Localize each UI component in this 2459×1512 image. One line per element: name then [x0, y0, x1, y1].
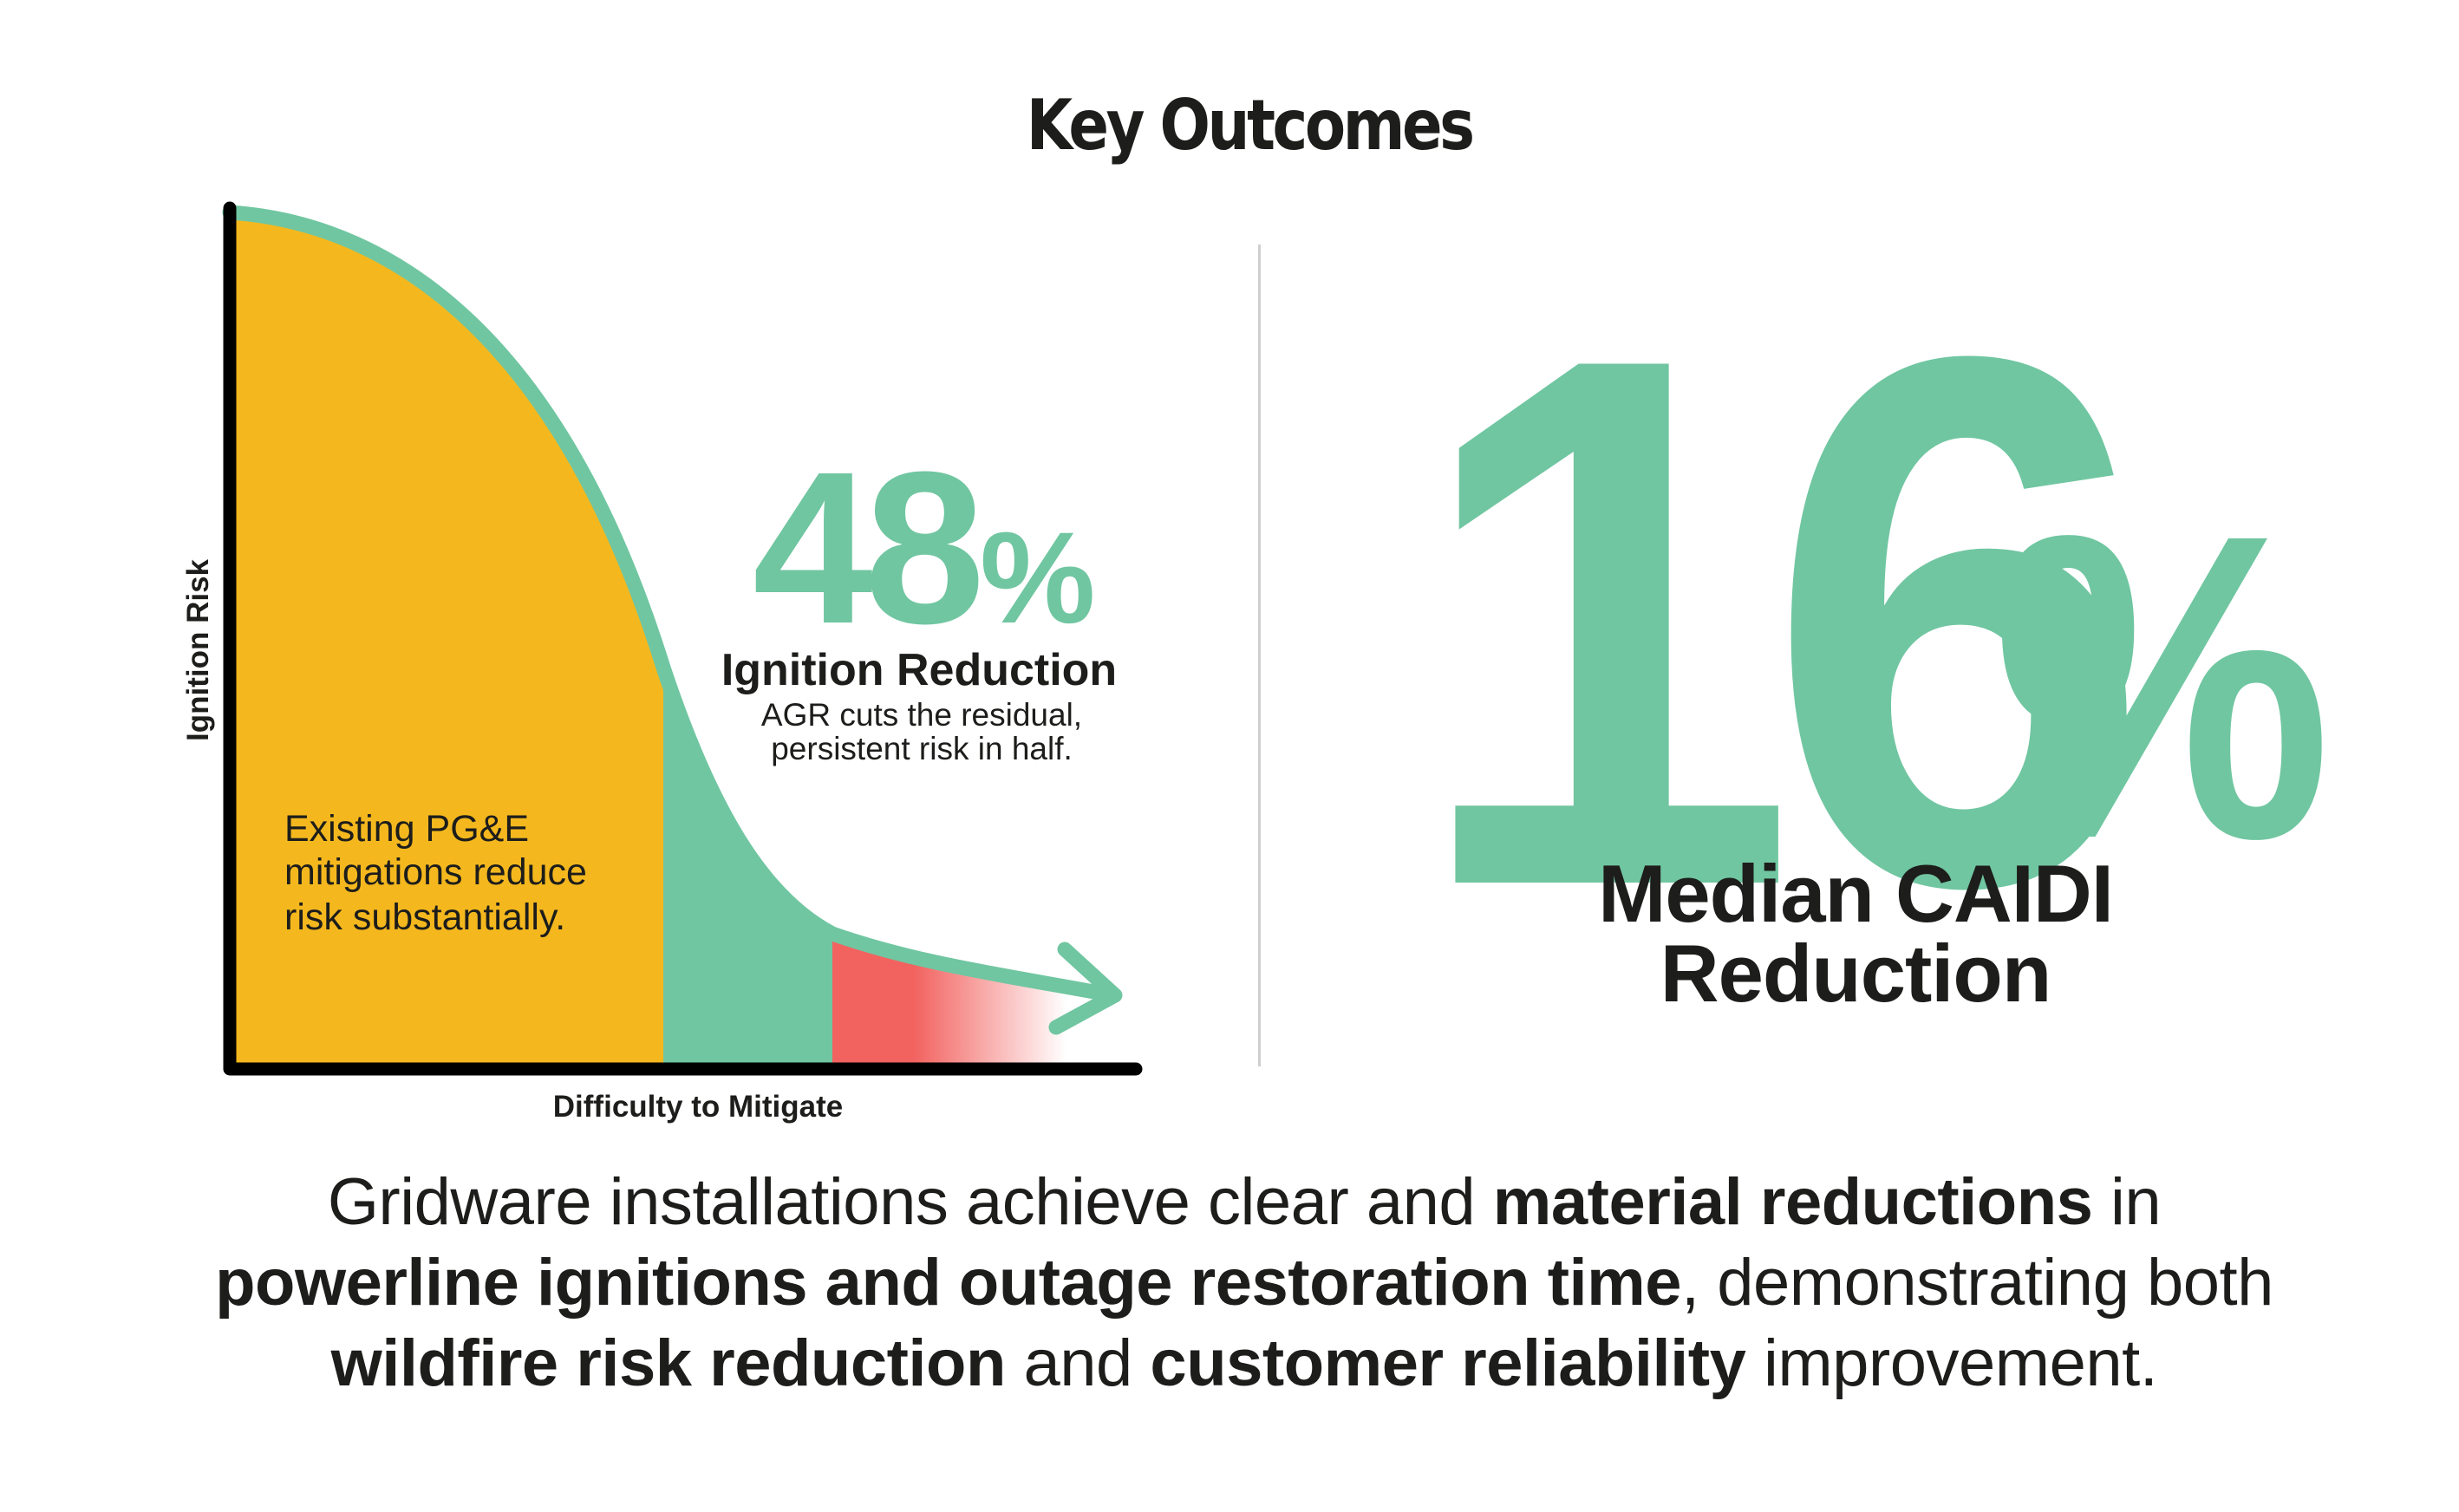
ignition-stat-unit: % [980, 505, 1093, 650]
summary-line-2: powerline ignitions and outage restorati… [104, 1242, 2384, 1323]
ignition-stat-value: 48% [753, 427, 1093, 668]
existing-mitigation-region [230, 212, 663, 1064]
summary-text-part: Gridware installations achieve clear and [327, 1165, 1493, 1239]
summary-text-part: and [1005, 1326, 1151, 1400]
x-axis-label: Difficulty to Mitigate [553, 1090, 843, 1124]
caidi-label-line-1: Median CAIDI [1598, 848, 2114, 939]
caidi-stat-unit: % [1993, 444, 2332, 929]
risk-curve [222, 205, 1116, 1002]
caidi-stat-number: 16 [1412, 200, 2151, 1043]
summary-text-part: , demonstrating both [1681, 1246, 2273, 1320]
ignition-stat-number: 48 [753, 427, 979, 668]
existing-line-2: mitigations reduce [284, 851, 587, 893]
ignition-stat-label: Ignition Reduction [721, 645, 1117, 695]
summary-text-part: in [2092, 1165, 2162, 1239]
ignition-stat: 48% Ignition Reduction AGR cuts the resi… [721, 427, 1117, 766]
ignition-stat-desc-1: AGR cuts the residual, [761, 697, 1082, 733]
summary-line-3: wildfire risk reduction and customer rel… [104, 1323, 2384, 1404]
existing-mitigation-text: Existing PG&E mitigations reduce risk su… [284, 808, 587, 938]
risk-curve-diagram: Ignition Risk Difficulty to Mitigate Exi… [181, 201, 1143, 1124]
page-title: Key Outcomes [1026, 85, 1475, 166]
caidi-stat-label: Median CAIDI Reduction [1500, 848, 2211, 1019]
y-axis-label: Ignition Risk [181, 558, 215, 741]
caidi-stat: 16 % [1412, 244, 2383, 999]
summary-text: Gridware installations achieve clear and… [104, 1162, 2384, 1404]
summary-bold-part: material reductions [1492, 1165, 2093, 1239]
existing-line-3: risk substantially. [284, 896, 565, 938]
existing-line-1: Existing PG&E [284, 808, 529, 850]
summary-bold-part: customer reliability [1150, 1326, 1746, 1400]
summary-text-part: improvement. [1745, 1326, 2158, 1400]
caidi-label-line-2: Reduction [1660, 928, 2052, 1019]
axes [223, 201, 1143, 1076]
residual-risk-region [832, 934, 1066, 1064]
summary-line-1: Gridware installations achieve clear and… [104, 1162, 2384, 1242]
section-divider [1258, 244, 1261, 1066]
curve-arrowhead [1048, 942, 1123, 1035]
ignition-stat-desc-2: persistent risk in half. [771, 731, 1073, 766]
summary-bold-part: powerline ignitions and outage restorati… [215, 1246, 1681, 1320]
summary-bold-part: wildfire risk reduction [330, 1326, 1007, 1400]
